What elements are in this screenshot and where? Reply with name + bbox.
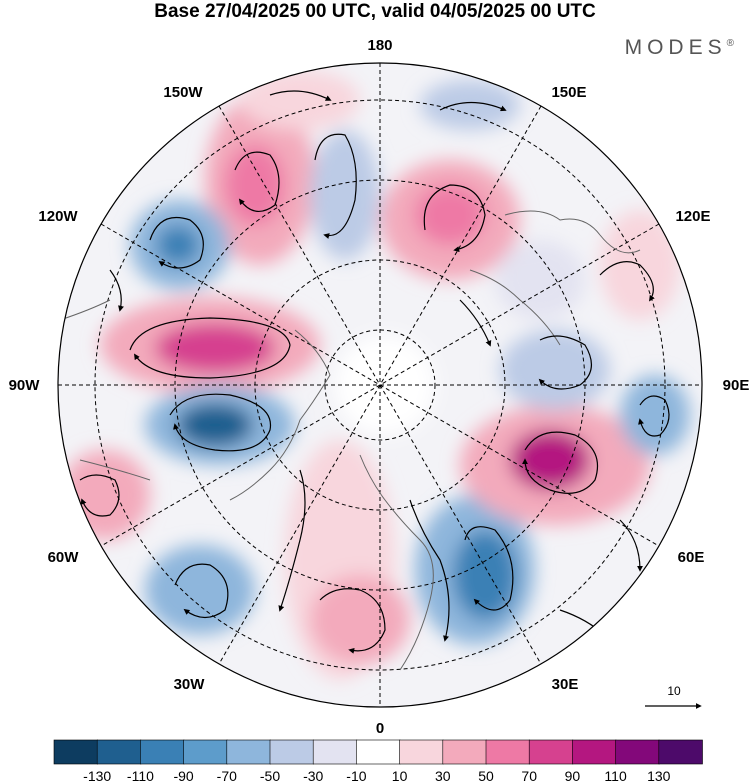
colorbar-swatch bbox=[96, 739, 142, 765]
map-disk bbox=[58, 63, 702, 707]
colorbar-swatch bbox=[53, 739, 99, 765]
anomaly-negative bbox=[420, 80, 520, 130]
lon-label-120w: 120W bbox=[38, 208, 78, 225]
anomaly-negative bbox=[500, 330, 610, 410]
colorbar-tick-label: -130 bbox=[83, 768, 111, 783]
registered-mark: ® bbox=[726, 38, 734, 49]
colorbar-swatch bbox=[140, 739, 185, 765]
colorbar-tick-label: 70 bbox=[521, 768, 537, 783]
lon-label-150e: 150E bbox=[551, 84, 586, 101]
lon-label-120e: 120E bbox=[675, 208, 710, 225]
anomaly-negative bbox=[177, 403, 253, 447]
anomaly-positive bbox=[155, 323, 275, 373]
colorbar-swatch bbox=[615, 739, 660, 765]
map-boundary bbox=[57, 62, 703, 708]
anomaly-negative bbox=[495, 240, 585, 320]
anomaly-positive bbox=[415, 185, 485, 245]
lon-label-30w: 30W bbox=[174, 676, 206, 693]
colorbar-swatch bbox=[183, 739, 228, 765]
lon-label-90e: 90E bbox=[723, 377, 750, 394]
colorbar-tick-label: 50 bbox=[478, 768, 494, 783]
lon-label-0: 0 bbox=[376, 720, 384, 737]
colorbar-swatch bbox=[442, 739, 487, 765]
colorbar-tick-label: 30 bbox=[435, 768, 451, 783]
colorbar-swatch bbox=[269, 739, 315, 765]
anomaly-positive bbox=[60, 450, 150, 540]
colorbar-swatch bbox=[399, 739, 444, 765]
colorbar-swatch bbox=[356, 739, 401, 765]
anomaly-positive bbox=[240, 70, 360, 130]
polar-cap bbox=[335, 335, 435, 435]
lon-label-30e: 30E bbox=[552, 676, 579, 693]
colorbar-tick-label: -10 bbox=[346, 768, 366, 783]
anomaly-positive bbox=[310, 575, 410, 665]
colorbar-tick-label: -30 bbox=[303, 768, 323, 783]
anomaly-positive bbox=[510, 430, 590, 490]
brand-text: MODES bbox=[624, 36, 727, 59]
anomaly-positive bbox=[225, 145, 285, 225]
anomaly-negative bbox=[145, 545, 255, 635]
colorbar-swatch bbox=[572, 739, 617, 765]
colorbar-swatch bbox=[226, 739, 271, 765]
lon-label-60e: 60E bbox=[678, 549, 705, 566]
colorbar-swatch bbox=[485, 739, 531, 765]
colorbar-tick-label: -110 bbox=[127, 768, 154, 783]
colorbar-swatch bbox=[528, 739, 574, 765]
anomaly-negative bbox=[156, 225, 200, 265]
colorbar-tick-label: -50 bbox=[260, 768, 280, 783]
anomaly-negative bbox=[453, 530, 517, 620]
colorbar-swatch bbox=[658, 739, 703, 765]
lon-label-90w: 90W bbox=[9, 377, 41, 394]
anomaly-negative bbox=[620, 375, 690, 455]
lon-label-180: 180 bbox=[367, 37, 392, 54]
lon-label-60w: 60W bbox=[48, 549, 80, 566]
map-title: Base 27/04/2025 00 UTC, valid 04/05/2025… bbox=[154, 1, 596, 22]
reference-vector: 10 bbox=[645, 684, 702, 709]
colorbar-tick-label: 90 bbox=[565, 768, 581, 783]
colorbar-tick-label: 110 bbox=[604, 768, 627, 783]
modes-brand-logo: MODES® bbox=[625, 36, 734, 60]
lon-label-150w: 150W bbox=[163, 84, 203, 101]
colorbar-swatch bbox=[312, 739, 358, 765]
colorbar-tick-label: -70 bbox=[217, 768, 237, 783]
colorbar: -130 -110 -90 -70 -50 -30 -10 10 30 50 70 90 110 130 bbox=[53, 739, 703, 783]
colorbar-tick-label: 10 bbox=[392, 768, 408, 783]
streamlines bbox=[79, 90, 670, 654]
graticule bbox=[58, 63, 702, 707]
anomaly-negative bbox=[310, 130, 380, 260]
colorbar-tick-label: 130 bbox=[647, 768, 671, 783]
reference-vector-label: 10 bbox=[667, 684, 681, 698]
colorbar-tick-label: -90 bbox=[173, 768, 193, 783]
coastlines bbox=[59, 210, 641, 671]
